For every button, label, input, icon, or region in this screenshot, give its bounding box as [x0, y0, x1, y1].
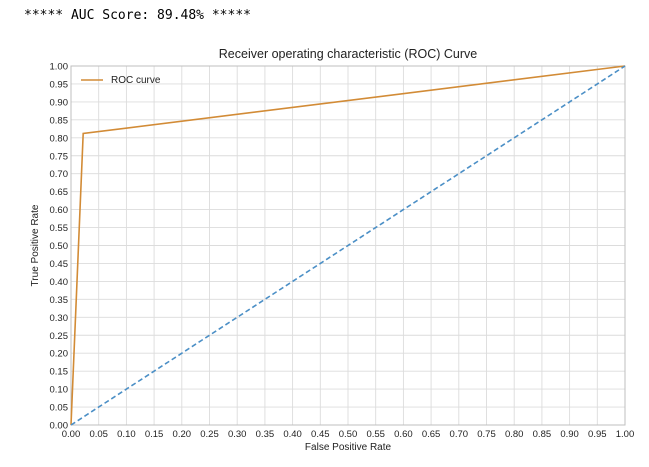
y-tick-label: 0.20: [50, 349, 69, 360]
plot-frame: [70, 65, 626, 426]
x-tick-label: 0.20: [173, 429, 192, 440]
chance-diagonal-line: [70, 65, 626, 426]
legend-label-roc-curve: ROC curve: [111, 75, 161, 86]
y-tick-label: 0.55: [50, 223, 69, 234]
x-tick-label: 0.95: [588, 429, 607, 440]
x-tick-label: 0.90: [560, 429, 579, 440]
y-tick-label: 0.45: [50, 259, 69, 270]
x-tick-label: 1.00: [616, 429, 635, 440]
y-tick-label: 0.60: [50, 205, 69, 216]
x-tick-label: 0.70: [450, 429, 469, 440]
roc-curve-line: [70, 65, 626, 426]
y-tick-label: 0.85: [50, 115, 69, 126]
x-tick-label: 0.40: [283, 429, 302, 440]
series-layer: [70, 65, 626, 426]
x-tick-label: 0.65: [422, 429, 441, 440]
x-tick-label: 0.45: [311, 429, 330, 440]
y-tick-label: 0.10: [50, 385, 69, 396]
chart-title: Receiver operating characteristic (ROC) …: [219, 47, 477, 61]
x-tick-label: 0.05: [89, 429, 108, 440]
y-tick-label: 0.50: [50, 241, 69, 252]
x-tick-label: 0.30: [228, 429, 247, 440]
legend: ROC curve: [81, 75, 161, 86]
y-tick-label: 0.95: [50, 79, 69, 90]
x-tick-label: 0.55: [366, 429, 385, 440]
y-tick-label: 0.15: [50, 367, 69, 378]
x-tick-label: 0.80: [505, 429, 524, 440]
x-tick-label: 0.35: [256, 429, 275, 440]
x-tick-label: 0.15: [145, 429, 164, 440]
y-tick-label: 0.80: [50, 133, 69, 144]
axes-layer: 0.00 0.05 0.10 0.15 0.20 0.25 0.30 0.35 0.40 0.45…: [50, 62, 635, 441]
x-tick-label: 0.10: [117, 429, 136, 440]
y-tick-label: 0.35: [50, 295, 69, 306]
y-tick-label: 0.05: [50, 403, 69, 414]
auc-score-text: ***** AUC Score: 89.48% *****: [24, 8, 251, 23]
y-axis-title: True Positive Rate: [30, 204, 41, 286]
x-tick-label: 0.50: [339, 429, 358, 440]
x-tick-label: 0.25: [200, 429, 219, 440]
x-axis-title: False Positive Rate: [305, 442, 392, 453]
y-tick-label: 0.25: [50, 331, 69, 342]
x-tick-label: 0.85: [533, 429, 552, 440]
y-tick-label: 0.70: [50, 169, 69, 180]
y-tick-label: 0.30: [50, 313, 69, 324]
x-tick-label: 0.75: [477, 429, 496, 440]
x-tick-label: 0.60: [394, 429, 413, 440]
x-tick-label: 0.00: [62, 429, 81, 440]
y-tick-label: 0.40: [50, 277, 69, 288]
y-tick-label: 0.90: [50, 97, 69, 108]
y-tick-label: 0.65: [50, 187, 69, 198]
y-tick-label: 0.00: [50, 421, 69, 432]
y-tick-label: 0.75: [50, 151, 69, 162]
y-tick-label: 1.00: [50, 62, 69, 73]
